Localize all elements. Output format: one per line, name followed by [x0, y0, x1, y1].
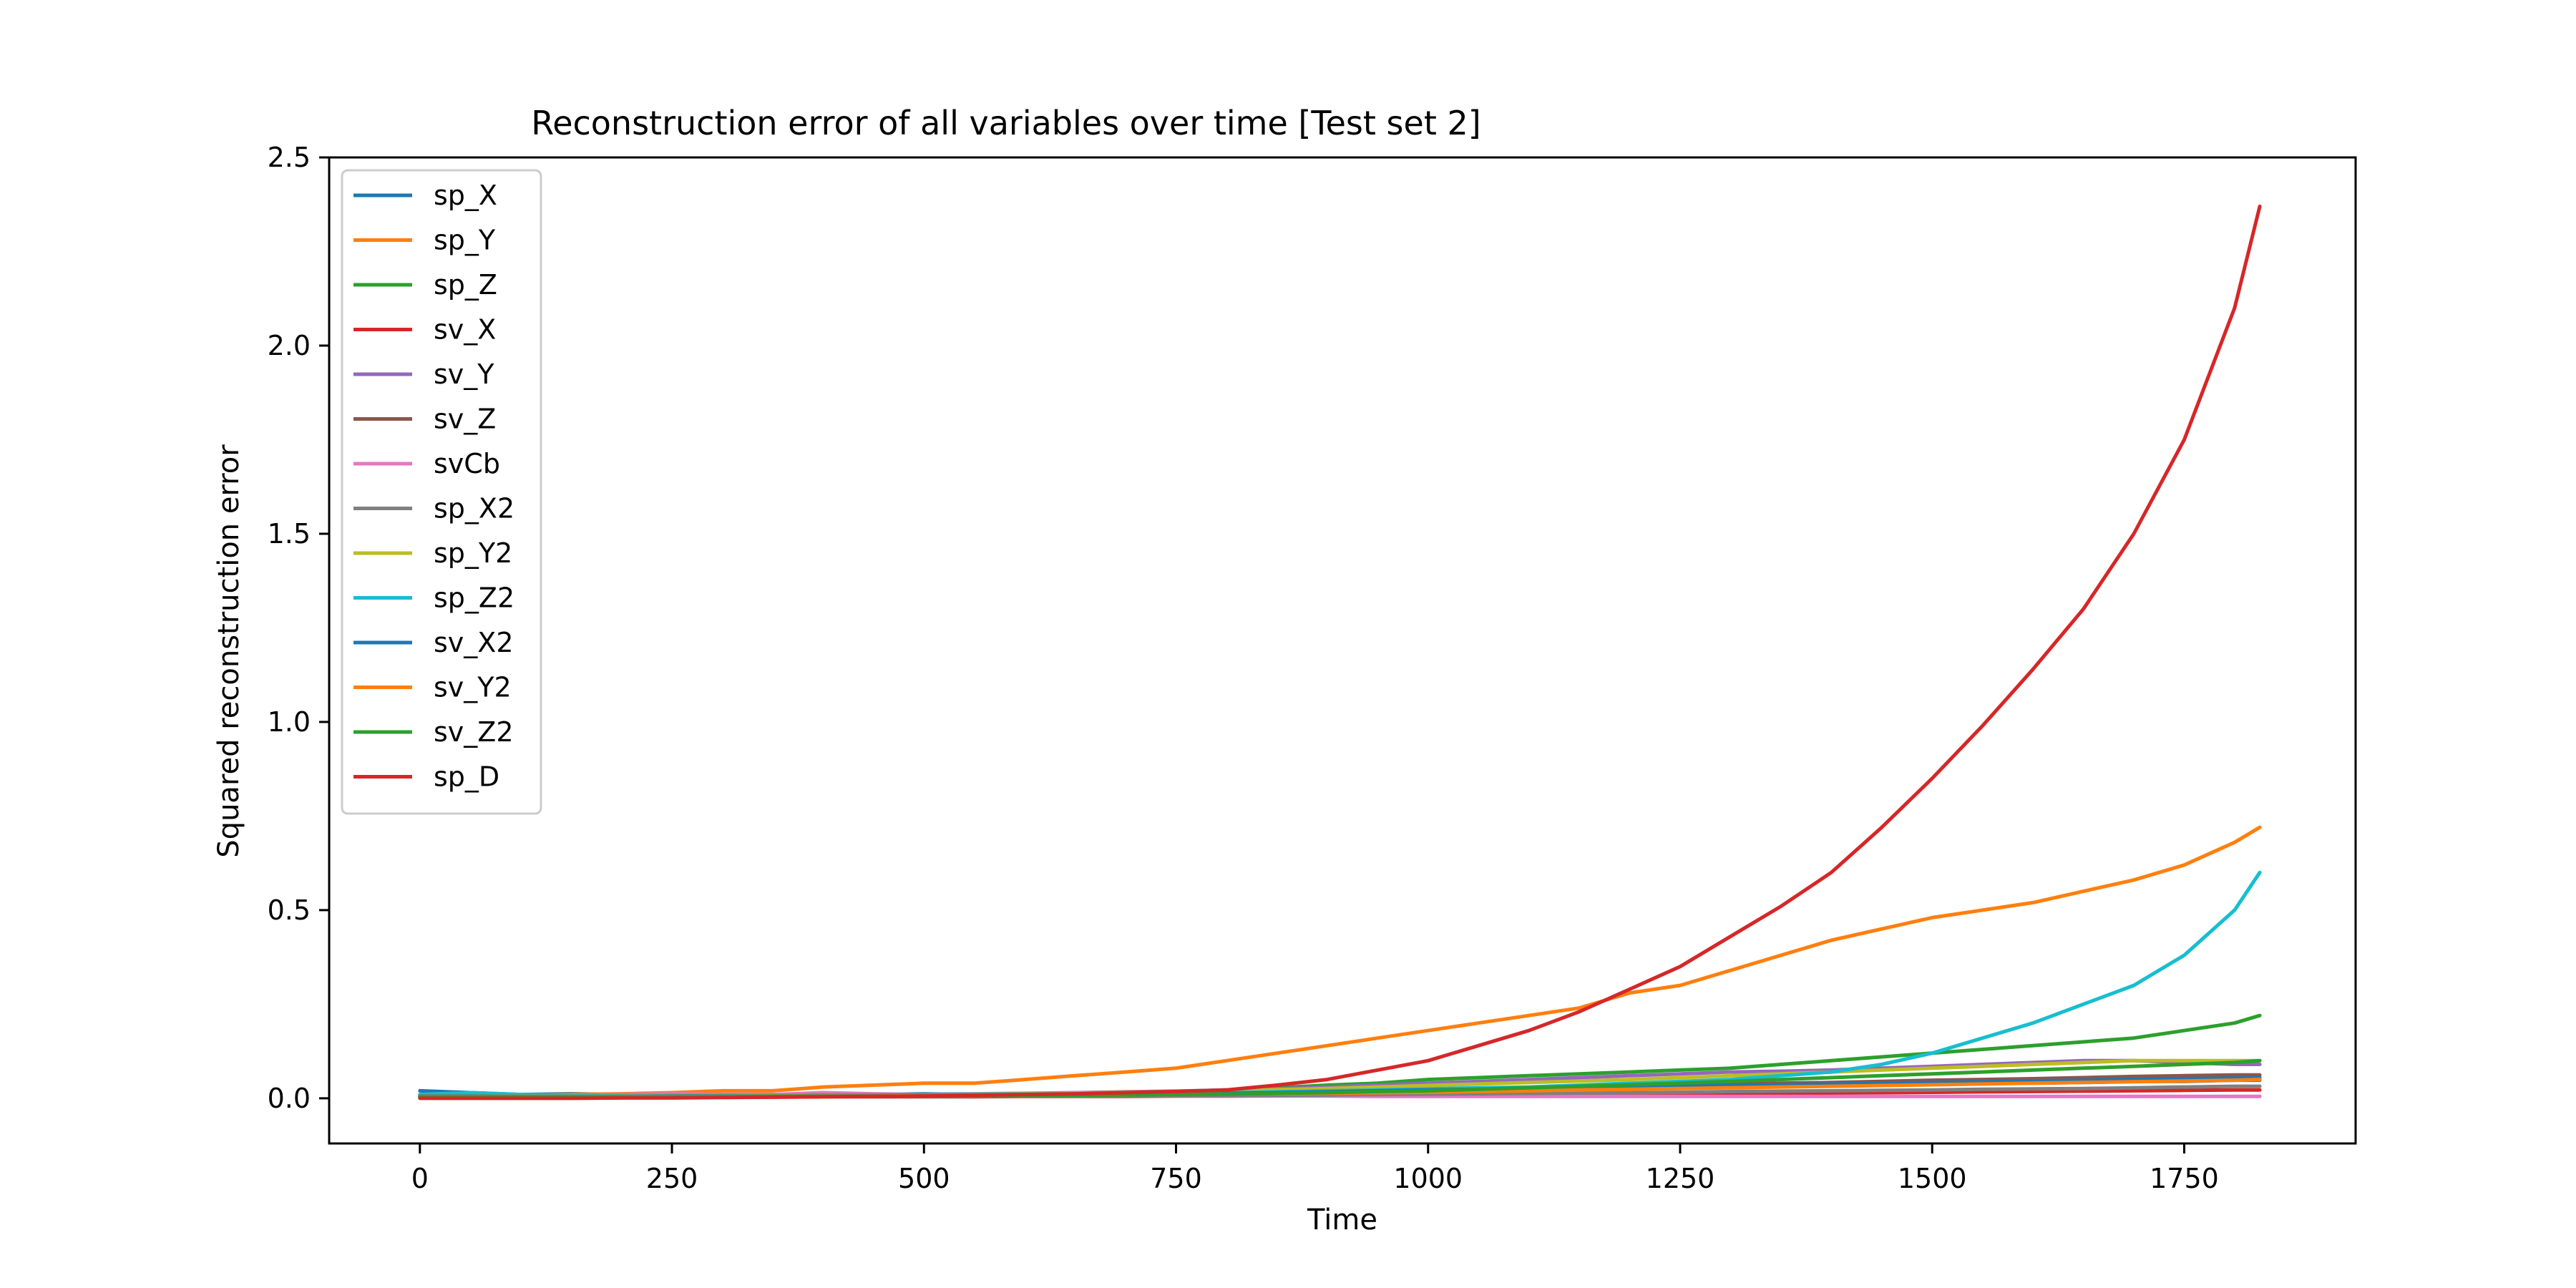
chart-title: Reconstruction error of all variables ov… — [531, 104, 1480, 142]
x-tick-label: 0 — [411, 1163, 429, 1194]
y-tick-label: 0.0 — [268, 1083, 311, 1114]
series-line-sp-d — [418, 204, 2262, 1101]
y-tick-label: 0.5 — [268, 894, 311, 926]
legend: sp_X sp_Y sp_Z sv_X sv_Y sv_Z svCb sp_X2 sp_Y2sp… — [341, 169, 542, 815]
y-axis: 0.0 0.5 1.0 1.5 2.0 2.5 — [268, 142, 329, 1114]
legend-label-sv-x2: sv_X2 — [434, 627, 514, 658]
y-axis-label: Squared reconstruction error — [213, 444, 245, 858]
legend-label-sv-y: sv_Y — [434, 358, 494, 390]
legend-label-sp-x: sp_X — [434, 180, 497, 211]
x-tick-label: 1250 — [1646, 1163, 1715, 1194]
legend-label-sv-z2: sv_Z2 — [434, 716, 514, 748]
x-axis: 0 250 500 750 1000 1250 1500 1750 — [411, 1143, 2219, 1194]
legend-label-sp-x2: sp_X2 — [434, 493, 514, 525]
legend-label-sv-z: sv_Z — [434, 404, 496, 435]
legend-label-sp-y2: sp_Y2 — [434, 537, 512, 569]
x-tick-label: 500 — [898, 1163, 950, 1194]
y-tick-label: 1.5 — [268, 518, 311, 550]
x-axis-label: Time — [1307, 1204, 1377, 1236]
x-tick-label: 250 — [646, 1163, 698, 1194]
y-tick-label: 2.5 — [268, 142, 311, 173]
x-tick-label: 1750 — [2150, 1163, 2219, 1194]
plot-area-frame — [328, 156, 2357, 1145]
x-tick-label: 750 — [1150, 1163, 1202, 1194]
legend-label-sp-z2: sp_Z2 — [434, 582, 514, 614]
x-tick-label: 1500 — [1898, 1163, 1967, 1194]
legend-label-sp-d: sp_D — [434, 761, 499, 793]
legend-label-sv-x: sv_X — [434, 314, 496, 346]
series-line-sp-y — [418, 825, 2262, 1098]
legend-label-sv-y2: sv_Y2 — [434, 672, 512, 703]
y-tick-label: 2.0 — [268, 330, 311, 361]
legend-label-sp-y: sp_Y — [434, 225, 496, 256]
legend-label-svcb: svCb — [434, 448, 500, 479]
x-tick-label: 1000 — [1393, 1163, 1463, 1194]
y-tick-label: 1.0 — [268, 706, 311, 738]
legend-label-sp-z: sp_Z — [434, 269, 497, 301]
series-layer — [418, 204, 2262, 1101]
